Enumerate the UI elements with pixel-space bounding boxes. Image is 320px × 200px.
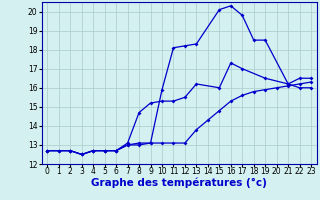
X-axis label: Graphe des températures (°c): Graphe des températures (°c) xyxy=(91,178,267,188)
